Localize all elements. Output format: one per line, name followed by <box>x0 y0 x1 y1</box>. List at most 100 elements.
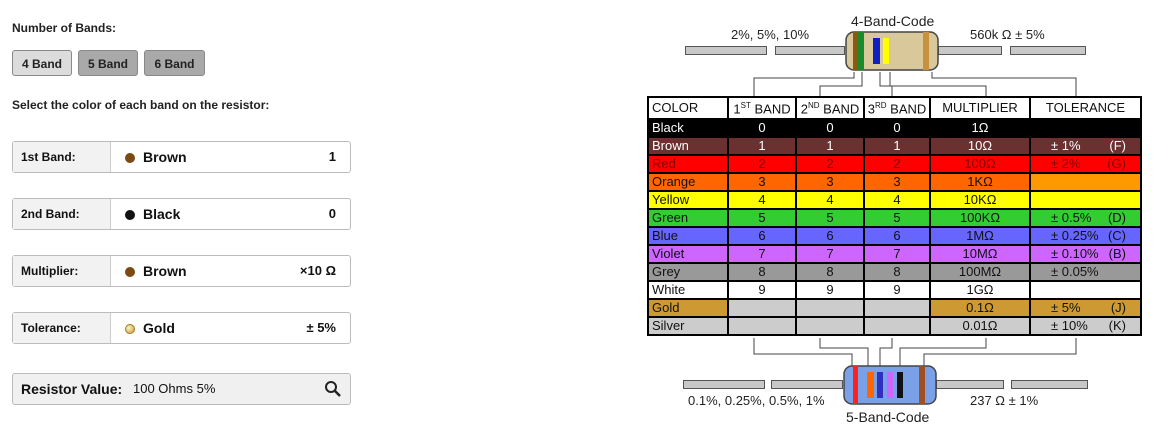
multiplier-cell: 0.1Ω <box>929 298 1031 318</box>
tolerance-cell <box>1029 118 1142 138</box>
four-band-tolerance-range: 2%, 5%, 10% <box>731 27 810 42</box>
second-band-label: 2nd Band: <box>13 199 111 229</box>
color-name-cell: Orange <box>647 172 729 192</box>
table-row: Yellow 4 4 4 10KΩ <box>647 190 1142 210</box>
band-1-cell <box>727 316 797 336</box>
multiplier-cell: 0.01Ω <box>929 316 1031 336</box>
brown-swatch-icon <box>125 153 135 163</box>
color-name-cell: White <box>647 280 729 300</box>
lead-wire <box>1011 380 1088 389</box>
color-name-cell: Silver <box>647 316 729 336</box>
multiplier-color: Brown <box>143 263 187 279</box>
five-band-example: 237 Ω ± 1% <box>970 393 1039 408</box>
tolerance-value: ± 0.5% <box>1051 210 1092 225</box>
5-band-button[interactable]: 5 Band <box>78 50 138 76</box>
tolerance-cell <box>1029 190 1142 210</box>
band-1-cell: 0 <box>727 118 797 138</box>
band-2-cell: 1 <box>795 136 865 156</box>
band-2-cell: 2 <box>795 154 865 174</box>
band-3-cell <box>863 316 931 336</box>
search-icon[interactable] <box>324 380 342 398</box>
tolerance-value: ± 0.05% <box>1051 264 1099 279</box>
tolerance-letter: (J) <box>1110 300 1126 315</box>
multiplier-value: ×10 Ω <box>299 263 336 278</box>
table-row: Blue 6 6 6 1MΩ ± 0.25% (C) <box>647 226 1142 246</box>
multiplier-cell: 100Ω <box>929 154 1031 174</box>
4-band-button[interactable]: 4 Band <box>12 50 72 76</box>
tolerance-cell: ± 0.5% (D) <box>1029 208 1142 228</box>
tolerance-cell <box>1029 280 1142 300</box>
band-3-cell: 7 <box>863 244 931 264</box>
band-2-cell: 0 <box>795 118 865 138</box>
tolerance-letter: (F) <box>1109 138 1126 153</box>
band-2-cell: 9 <box>795 280 865 300</box>
tolerance-label: Tolerance: <box>13 313 111 343</box>
tolerance-cell: ± 0.10% (B) <box>1029 244 1142 264</box>
tolerance-cell: ± 2% (G) <box>1029 154 1142 174</box>
instruction-text: Select the color of each band on the res… <box>12 98 270 112</box>
lead-wire <box>775 46 845 55</box>
band-1-cell: 1 <box>727 136 797 156</box>
band-3-cell: 5 <box>863 208 931 228</box>
tolerance-value: ± 0.25% <box>1051 228 1099 243</box>
band-2-cell: 8 <box>795 262 865 282</box>
table-row: Violet 7 7 7 10MΩ ± 0.10% (B) <box>647 244 1142 264</box>
band-1-cell: 7 <box>727 244 797 264</box>
6-band-button[interactable]: 6 Band <box>144 50 205 76</box>
table-row: Silver 0.01Ω ± 10% (K) <box>647 316 1142 336</box>
multiplier-cell: 1MΩ <box>929 226 1031 246</box>
multiplier-cell: 10KΩ <box>929 190 1031 210</box>
color-name-cell: Grey <box>647 262 729 282</box>
four-band-example: 560k Ω ± 5% <box>970 27 1045 42</box>
table-row: White 9 9 9 1GΩ <box>647 280 1142 300</box>
tolerance-value: ± 2% <box>1051 156 1081 171</box>
second-band-select[interactable]: 2nd Band: Black 0 <box>12 198 351 230</box>
band-3-cell: 3 <box>863 172 931 192</box>
band-2-cell: 3 <box>795 172 865 192</box>
multiplier-cell: 100KΩ <box>929 208 1031 228</box>
band-3-cell: 1 <box>863 136 931 156</box>
tolerance-cell: ± 0.25% (C) <box>1029 226 1142 246</box>
five-band-connector-lines <box>753 338 1077 368</box>
band-2-cell: 6 <box>795 226 865 246</box>
five-band-tolerance-range: 0.1%, 0.25%, 0.5%, 1% <box>688 393 825 408</box>
color-name-cell: Black <box>647 118 729 138</box>
tolerance-cell: ± 5% (J) <box>1029 298 1142 318</box>
lead-wire <box>685 46 767 55</box>
band-2-cell: 4 <box>795 190 865 210</box>
tolerance-letter: (G) <box>1107 156 1126 171</box>
first-band-select[interactable]: 1st Band: Brown 1 <box>12 141 351 173</box>
band-3-cell: 0 <box>863 118 931 138</box>
tolerance-cell: ± 1% (F) <box>1029 136 1142 156</box>
tolerance-value: ± 1% <box>1051 138 1081 153</box>
band-3-cell: 6 <box>863 226 931 246</box>
resistor-value-box: Resistor Value: 100 Ohms 5% <box>12 373 351 405</box>
band-2-cell: 5 <box>795 208 865 228</box>
table-row: Grey 8 8 8 100MΩ ± 0.05% <box>647 262 1142 282</box>
multiplier-cell: 1KΩ <box>929 172 1031 192</box>
band-3-cell: 8 <box>863 262 931 282</box>
first-band-label: 1st Band: <box>13 142 111 172</box>
band-1-cell: 9 <box>727 280 797 300</box>
resistor-value: 100 Ohms 5% <box>133 381 216 396</box>
tolerance-letter: (D) <box>1107 210 1126 225</box>
tolerance-color: Gold <box>143 320 175 336</box>
band-2-cell <box>795 298 865 318</box>
tolerance-select[interactable]: Tolerance: Gold ± 5% <box>12 312 351 344</box>
table-header-row: COLOR 1ST BAND 2ND BAND 3RD BAND MULTIPL… <box>647 96 1142 120</box>
brown-swatch-icon <box>125 267 135 277</box>
multiplier-cell: 100MΩ <box>929 262 1031 282</box>
tolerance-value: ± 5% <box>306 320 336 335</box>
multiplier-cell: 1Ω <box>929 118 1031 138</box>
four-band-title: 4-Band-Code <box>851 13 935 29</box>
color-name-cell: Yellow <box>647 190 729 210</box>
multiplier-select[interactable]: Multiplier: Brown ×10 Ω <box>12 255 351 287</box>
tolerance-value: ± 5% <box>1051 300 1081 315</box>
header-band-3: 3RD BAND <box>863 96 931 120</box>
band-1-cell: 4 <box>727 190 797 210</box>
table-row: Gold 0.1Ω ± 5% (J) <box>647 298 1142 318</box>
color-name-cell: Green <box>647 208 729 228</box>
tolerance-cell <box>1029 172 1142 192</box>
lead-wire <box>938 46 1002 55</box>
color-name-cell: Brown <box>647 136 729 156</box>
